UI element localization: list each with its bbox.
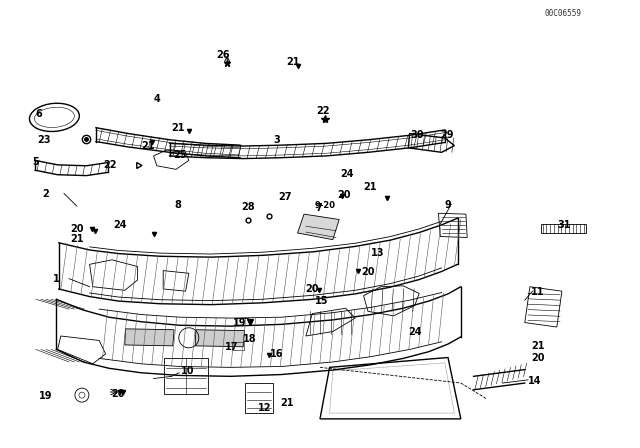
Text: 18: 18	[243, 334, 257, 344]
Text: 21: 21	[286, 57, 300, 67]
Text: 11: 11	[531, 287, 545, 297]
Text: 20: 20	[305, 284, 319, 294]
Text: 19: 19	[233, 319, 247, 328]
Text: 16: 16	[269, 349, 284, 359]
Text: 13: 13	[371, 248, 385, 258]
Text: 14: 14	[527, 376, 541, 386]
Text: 24: 24	[340, 169, 354, 179]
Text: 21: 21	[141, 141, 156, 151]
Text: 21: 21	[171, 123, 185, 133]
Text: 10: 10	[180, 366, 195, 376]
Text: 28: 28	[241, 202, 255, 212]
Text: 21: 21	[280, 398, 294, 408]
Text: 8: 8	[175, 200, 181, 210]
Text: 9: 9	[445, 200, 451, 210]
Text: 1: 1	[53, 274, 60, 284]
Text: 6: 6	[35, 109, 42, 119]
Text: 00C06559: 00C06559	[545, 9, 582, 18]
Text: 17: 17	[225, 342, 239, 352]
Text: 20: 20	[70, 224, 84, 234]
Text: 24: 24	[113, 220, 127, 230]
Text: 26: 26	[216, 50, 230, 60]
Text: 29: 29	[440, 130, 454, 140]
Text: 9-20: 9-20	[315, 201, 335, 210]
Text: 20: 20	[361, 267, 375, 277]
Text: 31: 31	[557, 220, 572, 230]
Polygon shape	[125, 329, 174, 346]
Text: 30: 30	[410, 130, 424, 140]
Text: 25: 25	[173, 150, 188, 159]
Text: 23: 23	[36, 135, 51, 145]
Text: 20: 20	[337, 190, 351, 200]
Text: 22: 22	[316, 106, 330, 116]
Text: 24: 24	[408, 327, 422, 337]
Text: 4: 4	[154, 95, 160, 104]
Text: 21: 21	[363, 182, 377, 192]
Text: 7: 7	[316, 203, 322, 213]
Text: 5: 5	[32, 157, 38, 167]
Text: 2: 2	[43, 189, 49, 198]
Text: 21: 21	[531, 341, 545, 351]
Text: 12: 12	[257, 403, 271, 413]
Text: 27: 27	[278, 192, 292, 202]
Text: 22: 22	[103, 160, 117, 170]
Text: 19: 19	[39, 391, 53, 401]
Text: 20: 20	[531, 353, 545, 363]
Polygon shape	[195, 330, 244, 347]
Text: 21: 21	[70, 234, 84, 244]
Text: 3: 3	[273, 135, 280, 145]
Text: 15: 15	[314, 296, 328, 306]
Polygon shape	[298, 214, 339, 240]
Text: 20: 20	[111, 389, 125, 399]
